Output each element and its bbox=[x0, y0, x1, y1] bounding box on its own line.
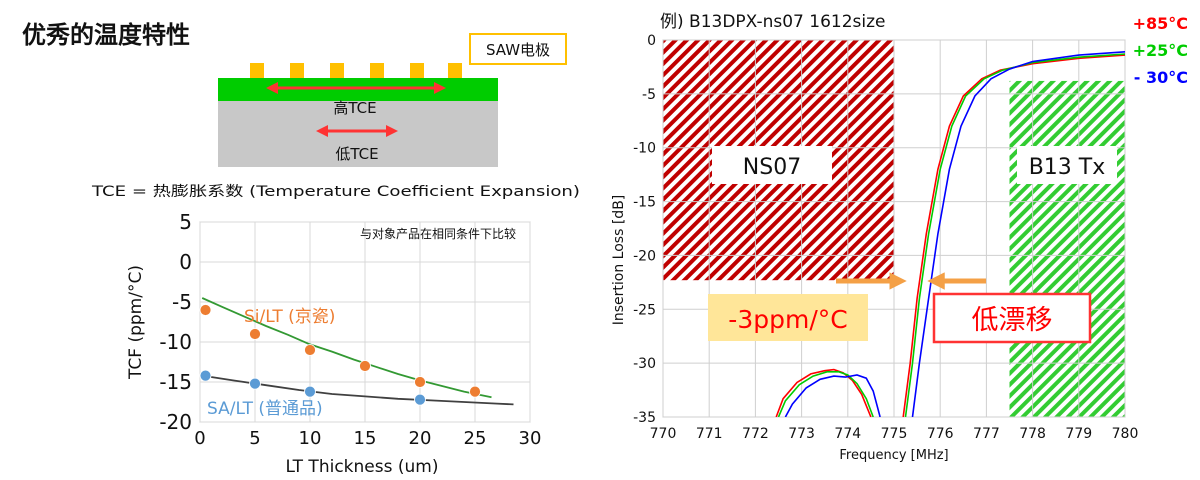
il-x-tick-label: 776 bbox=[927, 426, 954, 442]
il-x-tick-label: 777 bbox=[973, 426, 1000, 442]
tcf-x-ticks: 0 5 10 15 20 25 30 bbox=[194, 428, 541, 449]
il-x-tick-label: 772 bbox=[742, 426, 769, 442]
tcf-x-tick-label: 30 bbox=[519, 428, 542, 449]
ns07-label-box bbox=[712, 146, 832, 184]
il-series-line-0 bbox=[775, 368, 872, 417]
il-x-tick-label: 779 bbox=[1065, 426, 1092, 442]
tcf-y-tick-label: -5 bbox=[172, 290, 192, 314]
il-x-ticks: 770 771 772 773 774 775 776 777 778 779 780 bbox=[650, 426, 1139, 442]
il-series-lines bbox=[775, 51, 1125, 417]
il-y-tick-label: -25 bbox=[633, 302, 656, 318]
tcf-data-point-1 bbox=[249, 377, 261, 390]
tcf-y-tick-label: -10 bbox=[159, 330, 192, 354]
electrode-finger bbox=[290, 63, 304, 78]
tcf-x-tick-label: 20 bbox=[409, 428, 432, 449]
ns07-region-label: NS07 bbox=[743, 155, 801, 180]
il-x-tick-label: 770 bbox=[650, 426, 677, 442]
il-y-tick-label: -35 bbox=[633, 410, 656, 426]
legend-m30c: - 30°C bbox=[1134, 68, 1188, 87]
electrode-finger bbox=[250, 63, 264, 78]
il-x-tick-label: 778 bbox=[1019, 426, 1046, 442]
drift-label: 低漂移 bbox=[972, 305, 1053, 336]
il-series-line-2 bbox=[911, 51, 1125, 417]
il-y-tick-label: -5 bbox=[642, 87, 656, 103]
electrode-finger bbox=[448, 63, 462, 78]
il-y-tick-label: -10 bbox=[633, 141, 656, 157]
electrode-label-box bbox=[469, 33, 567, 65]
il-x-axis-label: Frequency [MHz] bbox=[839, 448, 948, 463]
legend-85c: +85°C bbox=[1133, 14, 1188, 33]
tcf-points bbox=[199, 304, 481, 406]
tcf-data-point-0 bbox=[249, 328, 261, 340]
drift-value-box bbox=[708, 294, 868, 341]
b13tx-hatched-region bbox=[1009, 80, 1125, 417]
tcf-data-point-0 bbox=[199, 304, 212, 316]
tcf-data-point-1 bbox=[199, 369, 212, 382]
il-chart-title: 例) B13DPX-ns07 1612size bbox=[660, 12, 886, 32]
tcf-y-tick-label: 5 bbox=[179, 210, 192, 234]
tcf-x-tick-label: 15 bbox=[354, 428, 377, 449]
low-tce-label: 低TCE bbox=[335, 145, 378, 163]
il-series-line-0 bbox=[902, 54, 1125, 417]
electrode-finger bbox=[330, 63, 344, 78]
structure-diagram: SAW电极 高TCE 低TCE bbox=[218, 33, 567, 167]
tcf-series-label-silt: Si/LT (京瓷) bbox=[244, 307, 335, 327]
tcf-data-point-0 bbox=[359, 360, 371, 372]
tcf-chart: 0 5 10 15 20 25 30 5 0 -5 -10 -15 -20 与对象产品在相同条件下比较… bbox=[126, 210, 541, 477]
tcf-x-tick-label: 10 bbox=[299, 428, 322, 449]
tcf-data-point-0 bbox=[304, 344, 316, 356]
il-y-tick-label: -15 bbox=[633, 195, 656, 211]
il-x-tick-label: 774 bbox=[834, 426, 861, 442]
tce-definition: TCE = 热膨胀系数 (Temperature Coefficient Exp… bbox=[91, 183, 580, 200]
il-series-line-2 bbox=[784, 374, 881, 417]
il-y-tick-label: 0 bbox=[647, 33, 656, 49]
il-y-tick-label: -30 bbox=[633, 356, 656, 372]
il-y-tick-label: -20 bbox=[633, 248, 656, 264]
tcf-x-axis-label: LT Thickness (um) bbox=[286, 457, 439, 477]
tcf-x-tick-label: 5 bbox=[249, 428, 260, 449]
tcf-data-point-1 bbox=[304, 385, 316, 398]
tcf-y-tick-label: -15 bbox=[159, 370, 192, 394]
insertion-loss-chart: 770 771 772 773 774 775 776 777 778 779 780 0 -5 -10… bbox=[611, 12, 1188, 463]
page-heading: 优秀的温度特性 bbox=[22, 21, 190, 49]
high-tce-label: 高TCE bbox=[333, 99, 376, 117]
il-x-tick-label: 771 bbox=[696, 426, 723, 442]
tcf-series-label-salt: SA/LT (普通品) bbox=[207, 399, 323, 419]
il-x-tick-label: 773 bbox=[788, 426, 815, 442]
legend-25c: +25°C bbox=[1133, 41, 1188, 60]
b13tx-label-box bbox=[1017, 146, 1117, 184]
electrode-finger bbox=[410, 63, 424, 78]
drift-value: -3ppm/°C bbox=[728, 305, 847, 334]
il-y-axis-label: Insertion Loss [dB] bbox=[611, 195, 627, 326]
tcf-y-ticks: 5 0 -5 -10 -15 -20 bbox=[159, 210, 192, 434]
tcf-y-tick-label: 0 bbox=[179, 250, 192, 274]
tcf-x-tick-label: 25 bbox=[464, 428, 487, 449]
il-x-tick-label: 775 bbox=[881, 426, 908, 442]
il-series-line-1 bbox=[777, 371, 874, 417]
b13tx-region-label: B13 Tx bbox=[1029, 155, 1106, 180]
drift-label-box bbox=[932, 292, 1092, 344]
tcf-data-point-0 bbox=[414, 376, 426, 388]
tcf-y-tick-label: -20 bbox=[159, 410, 192, 434]
tcf-x-tick-label: 0 bbox=[194, 428, 205, 449]
tcf-data-point-1 bbox=[414, 393, 426, 406]
electrode-finger bbox=[370, 63, 384, 78]
il-y-ticks: 0 -5 -10 -15 -20 -25 -30 -35 bbox=[633, 33, 656, 426]
tcf-data-point-0 bbox=[469, 385, 481, 398]
il-series-line-1 bbox=[904, 53, 1125, 417]
electrode-label: SAW电极 bbox=[486, 41, 550, 59]
tcf-note: 与对象产品在相同条件下比较 bbox=[360, 226, 516, 241]
il-x-tick-label: 780 bbox=[1112, 426, 1139, 442]
tcf-y-axis-label: TCF (ppm/°C) bbox=[126, 265, 146, 380]
tcf-trend-line-0 bbox=[201, 297, 492, 399]
